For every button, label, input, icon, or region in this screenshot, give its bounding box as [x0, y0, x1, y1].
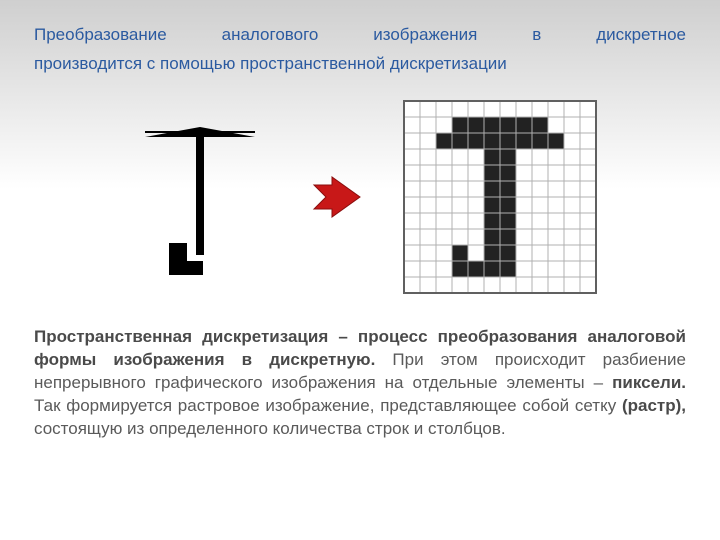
body-text-2: Так формируется растровое изображение, п…	[34, 396, 622, 415]
term-raster: (растр),	[622, 396, 686, 415]
conversion-arrow-icon	[310, 175, 370, 219]
intro-line-2: производится с помощью пространственной …	[34, 53, 686, 76]
raster-pixel-grid	[400, 97, 600, 297]
figure-row	[34, 82, 686, 312]
analog-umbrella-figure	[120, 102, 280, 292]
body-text-3: состоящую из определенного количества ст…	[34, 419, 506, 438]
term-pixels: пиксели.	[612, 373, 686, 392]
definition-paragraph: Пространственная дискретизация – процесс…	[34, 326, 686, 441]
intro-line-1: Преобразование аналогового изображения в…	[34, 24, 686, 47]
